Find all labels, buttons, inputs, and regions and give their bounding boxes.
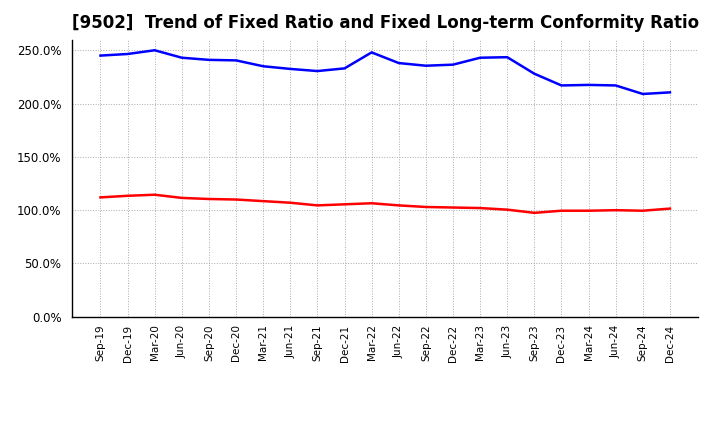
Fixed Long-term Conformity Ratio <box>584 208 593 213</box>
Fixed Ratio <box>503 55 511 60</box>
Fixed Long-term Conformity Ratio <box>639 208 647 213</box>
Fixed Long-term Conformity Ratio <box>665 206 674 211</box>
Fixed Long-term Conformity Ratio <box>367 201 376 206</box>
Fixed Ratio <box>421 63 430 68</box>
Fixed Ratio <box>259 64 268 69</box>
Fixed Ratio <box>341 66 349 71</box>
Fixed Ratio <box>367 50 376 55</box>
Fixed Ratio <box>449 62 457 67</box>
Fixed Long-term Conformity Ratio <box>204 196 213 202</box>
Fixed Long-term Conformity Ratio <box>503 207 511 212</box>
Line: Fixed Ratio: Fixed Ratio <box>101 50 670 94</box>
Fixed Long-term Conformity Ratio <box>178 195 186 201</box>
Line: Fixed Long-term Conformity Ratio: Fixed Long-term Conformity Ratio <box>101 195 670 213</box>
Fixed Long-term Conformity Ratio <box>611 208 620 213</box>
Fixed Ratio <box>395 60 403 66</box>
Fixed Long-term Conformity Ratio <box>476 205 485 211</box>
Fixed Long-term Conformity Ratio <box>150 192 159 198</box>
Fixed Long-term Conformity Ratio <box>557 208 566 213</box>
Fixed Long-term Conformity Ratio <box>259 198 268 204</box>
Fixed Ratio <box>204 57 213 62</box>
Fixed Long-term Conformity Ratio <box>313 203 322 208</box>
Fixed Ratio <box>178 55 186 60</box>
Fixed Long-term Conformity Ratio <box>530 210 539 216</box>
Fixed Long-term Conformity Ratio <box>421 204 430 209</box>
Fixed Long-term Conformity Ratio <box>449 205 457 210</box>
Fixed Long-term Conformity Ratio <box>286 200 294 205</box>
Fixed Ratio <box>665 90 674 95</box>
Fixed Long-term Conformity Ratio <box>123 193 132 198</box>
Fixed Long-term Conformity Ratio <box>395 203 403 208</box>
Fixed Long-term Conformity Ratio <box>341 202 349 207</box>
Fixed Long-term Conformity Ratio <box>232 197 240 202</box>
Fixed Ratio <box>286 66 294 72</box>
Fixed Long-term Conformity Ratio <box>96 195 105 200</box>
Fixed Ratio <box>584 82 593 88</box>
Fixed Ratio <box>476 55 485 60</box>
Fixed Ratio <box>150 48 159 53</box>
Fixed Ratio <box>232 58 240 63</box>
Title: [9502]  Trend of Fixed Ratio and Fixed Long-term Conformity Ratio: [9502] Trend of Fixed Ratio and Fixed Lo… <box>71 15 699 33</box>
Fixed Ratio <box>96 53 105 58</box>
Fixed Ratio <box>611 83 620 88</box>
Fixed Ratio <box>313 68 322 73</box>
Fixed Ratio <box>639 92 647 97</box>
Fixed Ratio <box>557 83 566 88</box>
Fixed Ratio <box>530 71 539 77</box>
Fixed Ratio <box>123 51 132 57</box>
